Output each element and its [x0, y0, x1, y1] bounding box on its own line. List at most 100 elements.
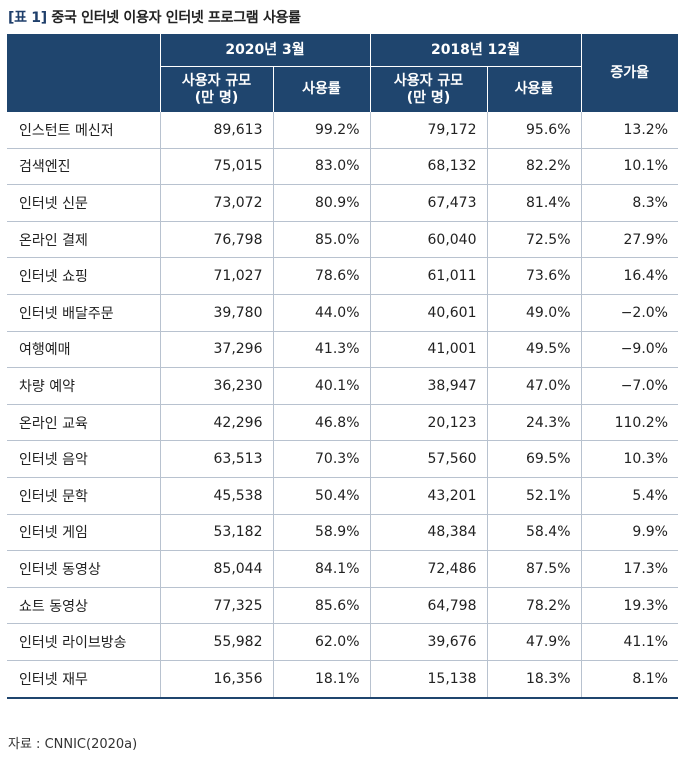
row-label: 인스턴트 메신저	[7, 112, 160, 149]
table-row: 인터넷 재무 16,356 18.1% 15,138 18.3% 8.1%	[7, 660, 678, 699]
row-label: 쇼트 동영상	[7, 587, 160, 625]
row-label: 인터넷 라이브방송	[7, 623, 160, 661]
table-row: 여행예매 37,296 41.3% 41,001 49.5% −9.0%	[7, 331, 678, 369]
rate-2020: 83.0%	[272, 148, 370, 186]
table-row: 쇼트 동영상 77,325 85.6% 64,798 78.2% 19.3%	[7, 587, 678, 625]
growth-rate: 13.2%	[580, 112, 678, 149]
growth-rate: 10.1%	[580, 148, 678, 186]
rate-2020: 41.3%	[272, 331, 370, 369]
users-2020: 37,296	[159, 331, 273, 369]
rate-2020: 78.6%	[272, 257, 370, 295]
rate-2020: 58.9%	[272, 514, 370, 552]
users-2018: 41,001	[369, 331, 487, 369]
table-row: 온라인 결제 76,798 85.0% 60,040 72.5% 27.9%	[7, 221, 678, 259]
users-2020: 89,613	[159, 112, 273, 149]
users-2020: 42,296	[159, 404, 273, 442]
header-user-scale: 사용자 규모 (만 명)	[159, 66, 274, 112]
rate-2020: 50.4%	[272, 477, 370, 515]
rate-2020: 85.0%	[272, 221, 370, 259]
rate-2018: 82.2%	[486, 148, 581, 186]
users-2018: 39,676	[369, 623, 487, 661]
users-2018: 20,123	[369, 404, 487, 442]
row-label: 인터넷 신문	[7, 184, 160, 222]
growth-rate: 16.4%	[580, 257, 678, 295]
table-row: 인터넷 게임 53,182 58.9% 48,384 58.4% 9.9%	[7, 514, 678, 552]
table-row: 인터넷 배달주문 39,780 44.0% 40,601 49.0% −2.0%	[7, 294, 678, 332]
table-row: 인터넷 음악 63,513 70.3% 57,560 69.5% 10.3%	[7, 440, 678, 478]
row-label: 인터넷 재무	[7, 660, 160, 699]
row-label: 온라인 교육	[7, 404, 160, 442]
growth-rate: 8.3%	[580, 184, 678, 222]
row-label: 인터넷 배달주문	[7, 294, 160, 332]
users-2018: 38,947	[369, 367, 487, 405]
users-2018: 15,138	[369, 660, 487, 699]
rate-2018: 95.6%	[486, 112, 581, 149]
users-2020: 75,015	[159, 148, 273, 186]
growth-rate: 110.2%	[580, 404, 678, 442]
growth-rate: 8.1%	[580, 660, 678, 699]
table-row: 인터넷 라이브방송 55,982 62.0% 39,676 47.9% 41.1%	[7, 623, 678, 661]
users-2020: 76,798	[159, 221, 273, 259]
table-number: [표 1]	[8, 10, 47, 26]
growth-rate: −9.0%	[580, 331, 678, 369]
rate-2018: 72.5%	[486, 221, 581, 259]
users-2018: 64,798	[369, 587, 487, 625]
rate-2020: 44.0%	[272, 294, 370, 332]
growth-rate: 17.3%	[580, 550, 678, 588]
users-2018: 67,473	[369, 184, 487, 222]
table-caption: [표 1] 중국 인터넷 이용자 인터넷 프로그램 사용률	[8, 7, 301, 27]
growth-rate: 9.9%	[580, 514, 678, 552]
table-title: 중국 인터넷 이용자 인터넷 프로그램 사용률	[51, 10, 301, 26]
rate-2018: 69.5%	[486, 440, 581, 478]
table-row: 인터넷 신문 73,072 80.9% 67,473 81.4% 8.3%	[7, 184, 678, 222]
rate-2020: 85.6%	[272, 587, 370, 625]
users-2020: 73,072	[159, 184, 273, 222]
rate-2018: 52.1%	[486, 477, 581, 515]
row-label: 인터넷 음악	[7, 440, 160, 478]
rate-2018: 47.0%	[486, 367, 581, 405]
row-label: 온라인 결제	[7, 221, 160, 259]
rate-2018: 47.9%	[486, 623, 581, 661]
rate-2018: 24.3%	[486, 404, 581, 442]
users-2020: 63,513	[159, 440, 273, 478]
rate-2018: 49.0%	[486, 294, 581, 332]
rate-2018: 58.4%	[486, 514, 581, 552]
users-2018: 79,172	[369, 112, 487, 149]
growth-rate: −2.0%	[580, 294, 678, 332]
users-2020: 71,027	[159, 257, 273, 295]
users-2018: 48,384	[369, 514, 487, 552]
header-user-scale: 사용자 규모 (만 명)	[369, 66, 488, 112]
growth-rate: 10.3%	[580, 440, 678, 478]
rate-2020: 80.9%	[272, 184, 370, 222]
table-row: 인스턴트 메신저 89,613 99.2% 79,172 95.6% 13.2%	[7, 112, 678, 149]
row-label: 검색엔진	[7, 148, 160, 186]
header-usage-rate: 사용률	[486, 66, 582, 112]
row-label: 차량 예약	[7, 367, 160, 405]
row-label: 인터넷 게임	[7, 514, 160, 552]
row-label: 여행예매	[7, 331, 160, 369]
row-label: 인터넷 동영상	[7, 550, 160, 588]
users-2020: 55,982	[159, 623, 273, 661]
row-label: 인터넷 쇼핑	[7, 257, 160, 295]
row-label: 인터넷 문학	[7, 477, 160, 515]
users-2020: 39,780	[159, 294, 273, 332]
users-2018: 61,011	[369, 257, 487, 295]
growth-rate: 41.1%	[580, 623, 678, 661]
header-usage-rate: 사용률	[272, 66, 371, 112]
rate-2018: 87.5%	[486, 550, 581, 588]
rate-2018: 81.4%	[486, 184, 581, 222]
users-2020: 77,325	[159, 587, 273, 625]
header-growth-rate: 증가율	[580, 34, 678, 112]
rate-2018: 49.5%	[486, 331, 581, 369]
rate-2020: 99.2%	[272, 112, 370, 149]
users-2018: 57,560	[369, 440, 487, 478]
rate-2020: 62.0%	[272, 623, 370, 661]
table-body: 인스턴트 메신저 89,613 99.2% 79,172 95.6% 13.2% 검색엔진 7…	[7, 112, 678, 699]
users-2018: 68,132	[369, 148, 487, 186]
table-row: 차량 예약 36,230 40.1% 38,947 47.0% −7.0%	[7, 367, 678, 405]
rate-2018: 18.3%	[486, 660, 581, 699]
header-period-2018: 2018년 12월	[369, 34, 582, 67]
users-2018: 40,601	[369, 294, 487, 332]
table-row: 인터넷 문학 45,538 50.4% 43,201 52.1% 5.4%	[7, 477, 678, 515]
growth-rate: −7.0%	[580, 367, 678, 405]
